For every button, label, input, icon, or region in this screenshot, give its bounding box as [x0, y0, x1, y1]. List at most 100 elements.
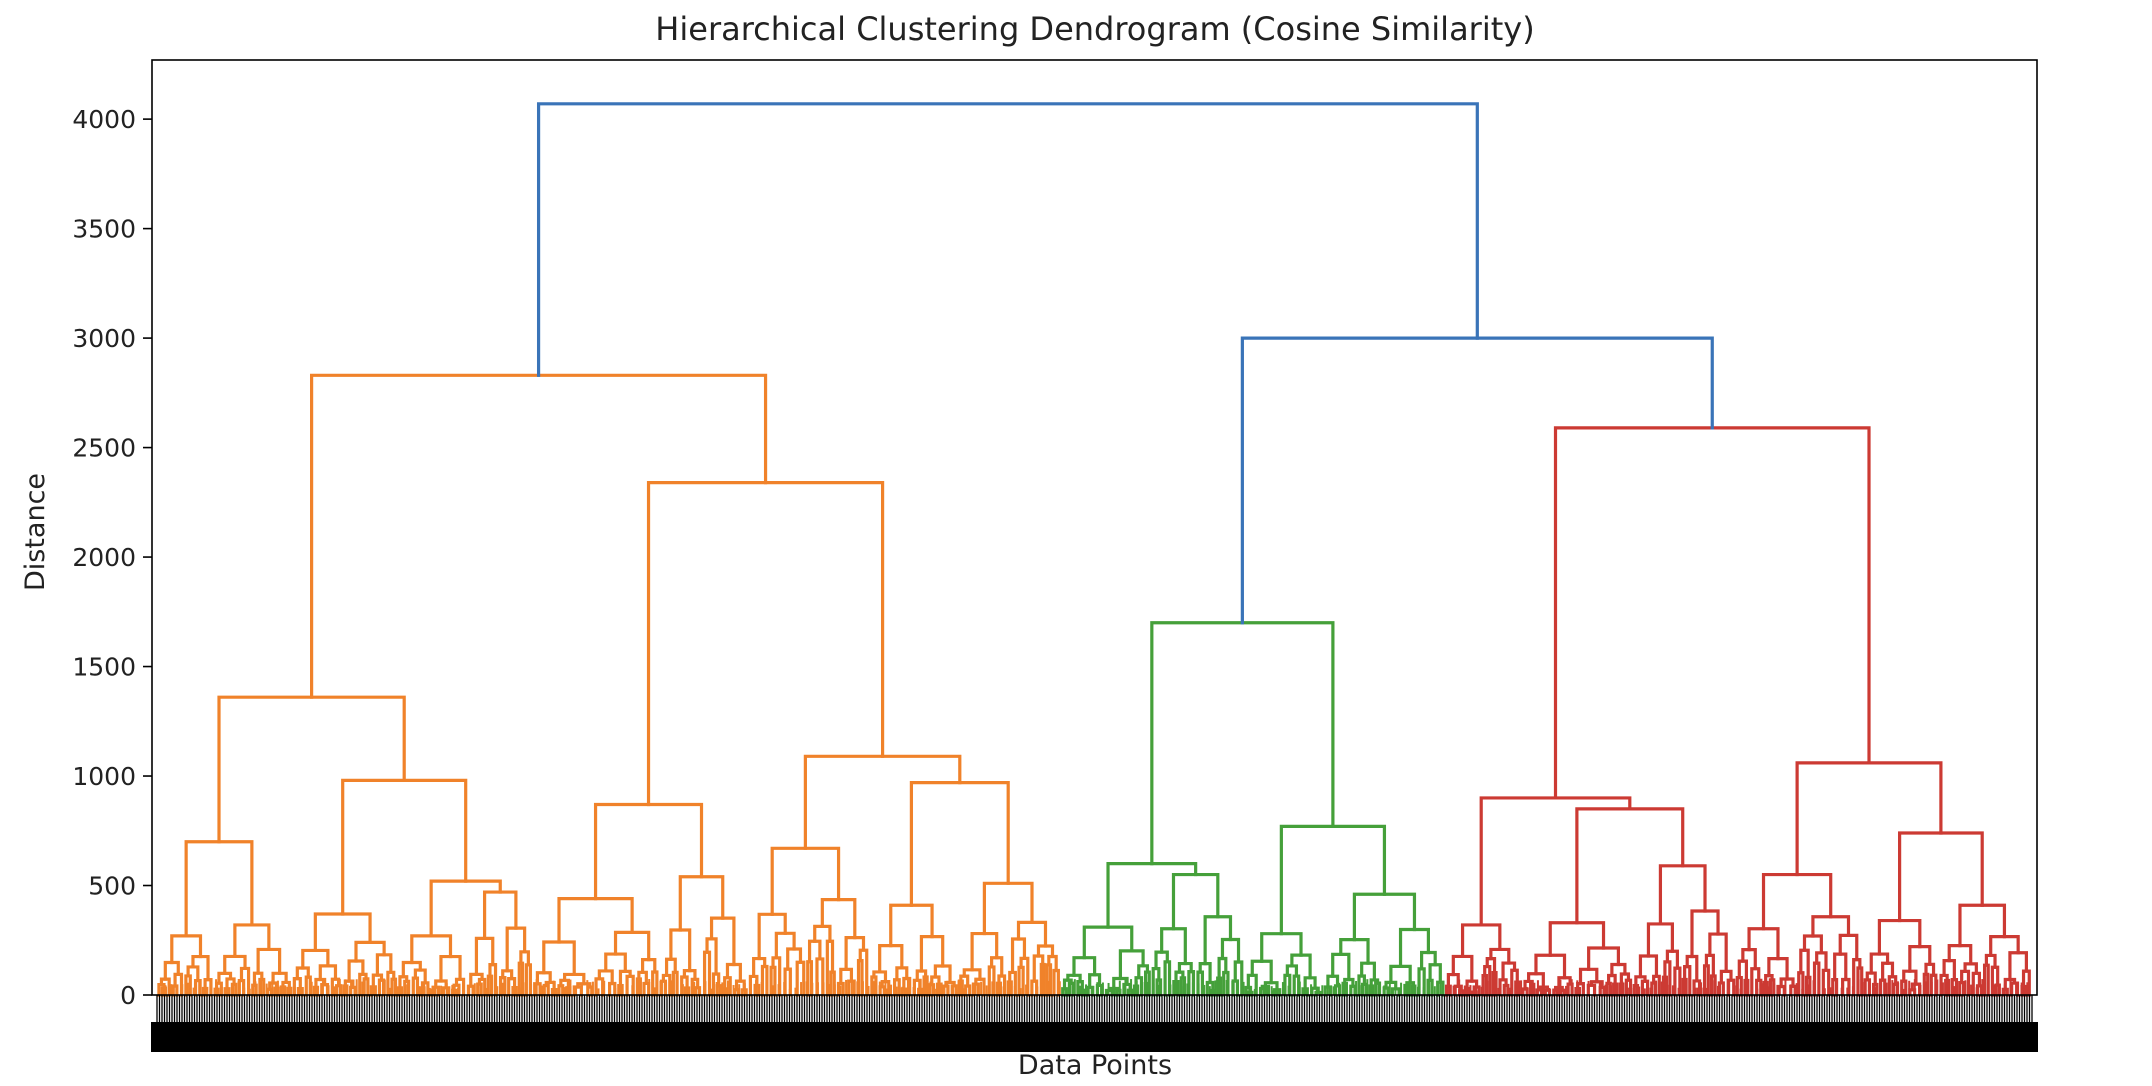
dendrogram-link-218 — [982, 881, 1034, 936]
dendrogram-link-404 — [1747, 927, 1780, 961]
y-axis: 0 500 1000 1500 2000 2500 3000 3500 4000 — [72, 105, 152, 1010]
dendrogram-link-76 — [410, 934, 453, 965]
dendrogram-link-123 — [659, 979, 667, 997]
dendrogram-link-419 — [1761, 872, 1833, 931]
dendrogram-link-89 — [524, 963, 532, 997]
dendrogram-link-285 — [1260, 932, 1303, 963]
dendrogram-link-324 — [1451, 954, 1474, 983]
dendrogram-link-459 — [1898, 831, 1984, 923]
dendrogram-link-19 — [237, 978, 246, 997]
dendrogram-link-94 — [341, 778, 468, 916]
dendrogram-link-117 — [642, 981, 651, 997]
dendrogram-link-299 — [1339, 938, 1370, 965]
dendrogram-link-179 — [895, 966, 909, 982]
dendrogram-link-108 — [542, 940, 576, 977]
dendrogram-link-363 — [1548, 921, 1606, 957]
y-tick-label-3500: 3500 — [72, 215, 136, 244]
dendrogram-link-244 — [1082, 925, 1134, 960]
dendrogram-link-319 — [1446, 972, 1460, 988]
dendrogram-link-220 — [803, 754, 962, 850]
dendrogram-link-436 — [1877, 918, 1922, 956]
dendrogram-link-311 — [1420, 950, 1437, 971]
dendrogram-link-266 — [1171, 872, 1220, 931]
dendrogram-link-461 — [1553, 426, 1871, 800]
dendrogram-link-306 — [1389, 964, 1412, 985]
plot-frame — [151, 59, 2038, 996]
dendrogram-link-34 — [184, 840, 254, 938]
dendrogram-link-95 — [217, 695, 406, 844]
dendrogram-link-414 — [1833, 952, 1848, 982]
dendrogram-link-92 — [482, 890, 518, 940]
dendrogram-link-122 — [557, 897, 634, 944]
dendrogram-link-12 — [170, 934, 203, 965]
dendrogram-link-222 — [310, 373, 768, 699]
dendrogram-link-194 — [957, 979, 964, 997]
y-tick-label-4000: 4000 — [72, 105, 136, 134]
dendrogram-link-44 — [318, 964, 338, 982]
dendrogram-link-75 — [439, 954, 462, 983]
dendrogram-link-458 — [1958, 903, 2007, 948]
dendrogram-root-link — [536, 102, 1479, 377]
dendrogram-link-450 — [1984, 953, 1997, 969]
dendrogram-link-169 — [820, 898, 857, 940]
leaf-tick-labels — [151, 995, 2038, 1052]
dendrogram-link-217 — [1016, 920, 1048, 948]
dendrogram-link-362 — [1587, 946, 1620, 971]
dendrogram-link-310 — [1428, 963, 1442, 984]
dendrogram-link-33 — [233, 923, 271, 959]
dendrogram-link-312 — [1398, 927, 1430, 968]
dendrogram-link-397 — [1762, 980, 1769, 997]
dendrogram-link-418 — [1811, 915, 1851, 938]
dendrogram-link-55 — [390, 977, 398, 997]
dendrogram-link-417 — [1838, 933, 1859, 962]
dendrogram-link-159 — [807, 939, 822, 964]
dendrogram-link-156 — [757, 912, 787, 961]
x-axis-label: Data Points — [1018, 1050, 1172, 1081]
dendrogram-link-288 — [1326, 974, 1340, 989]
dendrogram-link-166 — [856, 959, 864, 997]
dendrogram-link-219 — [909, 781, 1010, 907]
y-tick-label-500: 500 — [88, 872, 136, 901]
chart-title: Hierarchical Clustering Dendrogram (Cosi… — [655, 10, 1534, 48]
dendrogram-link-355 — [1605, 981, 1612, 997]
dendrogram-link-390 — [1479, 796, 1632, 927]
dendrogram-link-115 — [604, 952, 627, 973]
dendrogram-link-58 — [354, 940, 386, 963]
dendrogram-link-186 — [935, 982, 943, 997]
dendrogram-link-460 — [1795, 761, 1943, 877]
dendrogram-link-420 — [1863, 978, 1871, 997]
dendrogram-link-313 — [1352, 892, 1417, 942]
dendrogram-link-325 — [1481, 973, 1488, 997]
dendrogram-link-145 — [593, 802, 704, 901]
y-tick-label-2000: 2000 — [72, 543, 136, 572]
dendrogram-link-434 — [1924, 962, 1936, 977]
dendrogram-link-462 — [1240, 336, 1714, 625]
dendrogram-link-155 — [774, 931, 796, 960]
dendrogram-link-388 — [1658, 864, 1707, 926]
y-tick-label-2500: 2500 — [72, 434, 136, 463]
y-tick-label-1000: 1000 — [72, 762, 136, 791]
dendrogram-link-367 — [1650, 981, 1658, 997]
dendrogram-link-144 — [678, 875, 725, 932]
dendrogram-link-262 — [1231, 979, 1240, 997]
dendrogram-links — [157, 102, 2031, 997]
dendrogram-link-148 — [760, 964, 769, 997]
y-tick-label-0: 0 — [120, 981, 136, 1010]
dendrogram-link-440 — [1942, 959, 1956, 982]
y-tick-label-1500: 1500 — [72, 653, 136, 682]
dendrogram-link-370 — [1661, 975, 1668, 997]
dendrogram-link-193 — [889, 903, 934, 948]
dendrogram-link-407 — [1799, 948, 1810, 979]
dendrogram-link-314 — [1279, 824, 1387, 936]
dendrogram-link-59 — [313, 912, 372, 953]
dendrogram-link-170 — [770, 846, 841, 916]
dendrogram-link-157 — [806, 960, 814, 997]
dendrogram-link-160 — [829, 970, 836, 997]
dendrogram-link-162 — [813, 924, 832, 943]
dendrogram-link-32 — [256, 947, 282, 975]
dendrogram-link-396 — [1741, 948, 1757, 971]
y-tick-label-3000: 3000 — [72, 324, 136, 353]
dendrogram-link-385 — [1719, 969, 1733, 985]
dendrogram-link-232 — [1072, 956, 1097, 977]
